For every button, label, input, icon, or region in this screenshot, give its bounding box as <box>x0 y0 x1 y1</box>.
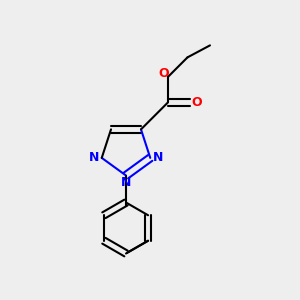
Text: N: N <box>89 152 99 164</box>
Text: N: N <box>153 152 163 164</box>
Text: O: O <box>191 96 202 109</box>
Text: O: O <box>158 68 169 80</box>
Text: N: N <box>121 176 131 190</box>
